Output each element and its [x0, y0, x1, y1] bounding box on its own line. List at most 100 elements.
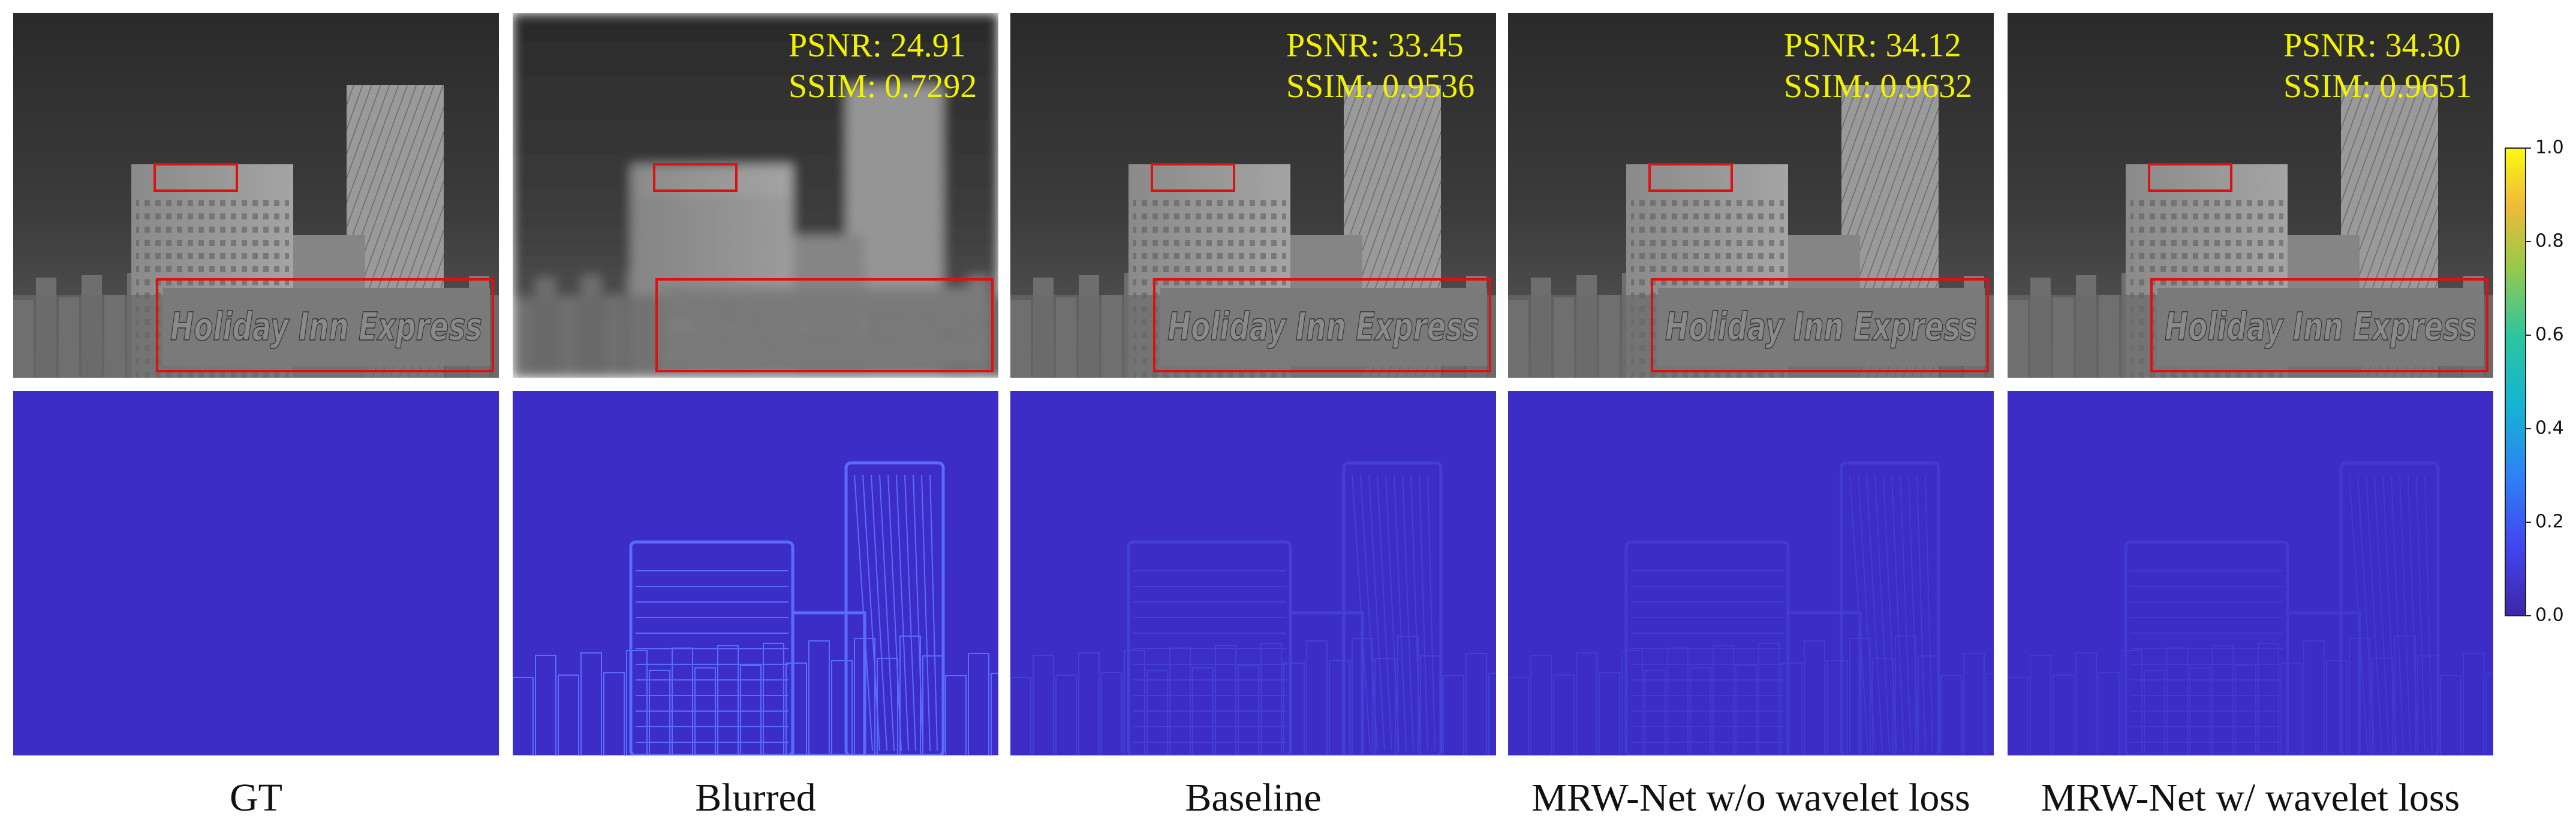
- scene: Holiday Inn Express: [13, 13, 499, 378]
- edge: [1925, 474, 1933, 751]
- edge: [740, 665, 762, 755]
- edge: [2424, 474, 2433, 751]
- highlight-box: [1651, 278, 1989, 372]
- edge: [672, 648, 693, 755]
- panel-label: MRW-Net w/o wavelet loss: [1531, 776, 1970, 820]
- edge: [2303, 640, 2325, 755]
- scene: Holiday Inn Express: [2008, 13, 2493, 378]
- edge: [1402, 474, 1414, 751]
- edge: [1127, 540, 1292, 755]
- edge: [1352, 474, 1371, 751]
- edge: [2382, 474, 2397, 751]
- edge: [603, 672, 625, 755]
- error-bg: [13, 391, 499, 755]
- edge: [1883, 474, 1897, 751]
- edge: [896, 474, 909, 751]
- edge: [854, 638, 875, 755]
- edge: [1840, 461, 1940, 755]
- edge: [2075, 652, 2097, 755]
- edge: [1576, 652, 1597, 755]
- edge: [945, 675, 967, 755]
- edge: [1735, 665, 1757, 755]
- edge: [2124, 540, 2289, 755]
- edge: [2366, 474, 2382, 751]
- edge: [2166, 648, 2188, 755]
- edge: [1260, 643, 1282, 755]
- restored-image: Holiday Inn Express PSNR: 33.45 SSIM: 0.95…: [1010, 13, 1496, 378]
- panel-label: MRW-Net w/ wavelet loss: [2041, 776, 2460, 820]
- edge: [1849, 474, 1868, 751]
- panel-label: GT: [230, 776, 282, 820]
- edge: [1553, 675, 1575, 755]
- edge: [1192, 667, 1214, 755]
- edge: [854, 474, 873, 751]
- edge: [2339, 461, 2440, 755]
- edge: [763, 643, 784, 755]
- edge: [1306, 640, 1328, 755]
- error-bg: [2008, 391, 2493, 755]
- edge: [2286, 611, 2361, 755]
- colorbar-tick-label: 0.2: [2535, 511, 2564, 532]
- edge: [2258, 643, 2279, 755]
- edge: [1385, 474, 1400, 751]
- restored-image: Holiday Inn Express PSNR: 34.12 SSIM: 0.96…: [1508, 13, 1994, 378]
- edge: [2349, 638, 2370, 755]
- edge: [649, 670, 670, 755]
- edge: [580, 652, 602, 755]
- edge: [1986, 673, 1994, 755]
- edge: [913, 474, 923, 751]
- edge: [717, 645, 739, 755]
- panel-label: Baseline: [1185, 776, 1321, 820]
- edge: [1010, 677, 1031, 755]
- edge: [1169, 648, 1191, 755]
- edge: [1849, 638, 1871, 755]
- highlight-box: [156, 278, 494, 372]
- edge: [1895, 636, 1916, 755]
- sign-text: Holiday Inn Express: [1665, 305, 1977, 350]
- edge: [1394, 474, 1407, 751]
- sign-plate: [1160, 288, 1487, 366]
- error-map: [2008, 391, 2493, 755]
- restored-image: Holiday Inn Express PSNR: 34.30 SSIM: 0.96…: [2008, 13, 2493, 378]
- edge: [1374, 658, 1396, 755]
- edge: [1916, 474, 1926, 751]
- edge: [2408, 474, 2418, 751]
- restored-image: Holiday Inn Express PSNR: 24.91 SSIM: 0.72…: [513, 13, 998, 378]
- edge: [1342, 461, 1443, 755]
- edge: [1419, 474, 1428, 751]
- edge: [1621, 650, 1643, 755]
- edge: [929, 474, 938, 751]
- scene: Holiday Inn Express: [1508, 13, 1994, 378]
- error-edges: [2008, 461, 2493, 755]
- edge: [1329, 660, 1350, 755]
- edge: [879, 474, 895, 751]
- edge: [694, 667, 716, 755]
- highlight-box: [653, 163, 738, 192]
- edge: [1124, 650, 1145, 755]
- edge: [1238, 665, 1259, 755]
- edge: [831, 660, 853, 755]
- ssim-text: SSIM: 0.7292: [789, 68, 977, 105]
- edge: [1033, 655, 1054, 755]
- edge: [2144, 670, 2165, 755]
- edge: [2008, 677, 2029, 755]
- colorbar: [2505, 147, 2526, 616]
- edge: [1289, 611, 1364, 755]
- highlight-box: [1153, 278, 1491, 372]
- edge: [2280, 663, 2302, 755]
- error-bg: [1508, 391, 1994, 755]
- edge: [1940, 675, 1962, 755]
- edge: [991, 673, 998, 755]
- edge: [2098, 672, 2120, 755]
- psnr-text: PSNR: 34.12: [1784, 27, 1961, 64]
- edge: [2053, 675, 2074, 755]
- edge: [968, 653, 989, 755]
- error-bg: [1010, 391, 1496, 755]
- sign-plate: [1658, 288, 1985, 366]
- edge: [2212, 645, 2234, 755]
- edge: [2463, 653, 2484, 755]
- error-map: [1508, 391, 1994, 755]
- sign-plate: [2157, 288, 2484, 366]
- edge: [1866, 474, 1883, 751]
